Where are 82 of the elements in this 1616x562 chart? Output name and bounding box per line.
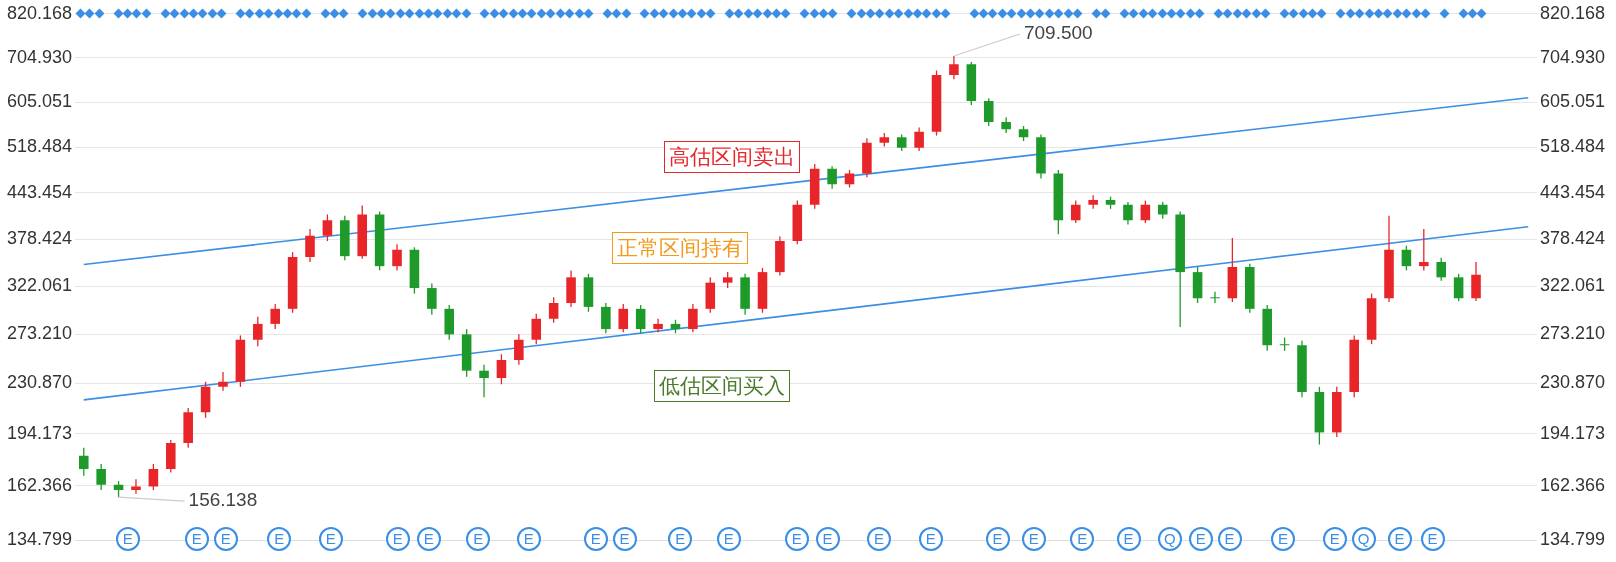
annotation: 高估区间卖出 — [664, 141, 800, 173]
annotation: E — [985, 527, 1010, 551]
y-tick-label: 443.454 — [6, 181, 73, 202]
y-tick-label: 162.366 — [6, 474, 73, 495]
text: 162.366 — [1539, 474, 1606, 495]
candlestick — [1349, 334, 1359, 398]
candlestick — [1070, 199, 1081, 224]
candlestick — [1436, 257, 1446, 282]
text: 605.051 — [1539, 91, 1606, 112]
annotation: E — [918, 527, 943, 551]
annotation: E — [1322, 527, 1347, 551]
text: 820.168 — [1539, 2, 1606, 23]
text: 518.484 — [1539, 136, 1606, 157]
annotation: E — [815, 527, 840, 551]
candlestick — [357, 204, 367, 260]
annotation: E — [385, 527, 410, 551]
y-tick-label: 518.484 — [6, 136, 73, 157]
annotation: E — [583, 527, 608, 551]
annotation: Q — [1157, 527, 1182, 551]
text: 443.454 — [1539, 181, 1606, 202]
candlestick — [427, 282, 437, 316]
y-tick-label: 273.210 — [6, 323, 73, 344]
annotation: E — [213, 527, 238, 551]
annotation: E — [1217, 527, 1242, 551]
candlestick — [514, 333, 524, 366]
annotation: E — [668, 527, 693, 551]
candlestick — [270, 303, 280, 330]
y-tick-label: 605.051 — [6, 91, 73, 112]
candlestick — [1332, 386, 1342, 438]
annotation: E — [516, 527, 541, 551]
text: 273.210 — [1539, 323, 1606, 344]
annotation: E — [1420, 527, 1445, 551]
text: 704.930 — [1539, 46, 1606, 67]
annotation: E — [1021, 527, 1046, 551]
y-tick-label: 230.870 — [6, 372, 73, 393]
annotation: E — [1070, 527, 1095, 551]
annotation: E — [612, 527, 637, 551]
annotation: 709.500 — [1023, 22, 1093, 44]
candlestick — [131, 478, 141, 495]
candlestick — [618, 303, 629, 333]
y-tick-label: 134.799 — [6, 528, 73, 549]
annotation: Q — [1351, 527, 1376, 551]
annotation: 156.138 — [188, 489, 258, 511]
y-tick-label: 194.173 — [6, 422, 73, 443]
annotation: E — [318, 527, 343, 551]
annotation: E — [716, 527, 741, 551]
candlestick — [340, 215, 350, 261]
candlestick — [705, 276, 716, 314]
annotation: E — [1116, 527, 1141, 551]
annotation: E — [184, 527, 209, 551]
candlestick — [183, 407, 193, 449]
candlestick — [1262, 304, 1272, 352]
annotation: E — [1188, 527, 1213, 551]
candlestick — [253, 316, 263, 347]
annotation: E — [115, 527, 140, 551]
candlestick — [166, 439, 176, 474]
annotation: E — [466, 527, 491, 551]
candlestick — [444, 304, 455, 341]
text: 322.061 — [1539, 275, 1606, 296]
annotation: E — [1387, 527, 1412, 551]
y-tick-label: 704.930 — [6, 46, 73, 67]
y-tick-label: 378.424 — [6, 228, 73, 249]
text: 378.424 — [1539, 228, 1606, 249]
text: 230.870 — [1539, 372, 1606, 393]
candlestick — [78, 447, 89, 477]
y-tick-label: 820.168 — [6, 2, 73, 23]
candlestick — [1175, 210, 1185, 328]
candlestick — [96, 463, 106, 491]
candlestick — [1245, 262, 1255, 314]
annotation: E — [1271, 527, 1296, 551]
candlestick — [1419, 228, 1429, 272]
annotation: 正常区间持有 — [612, 232, 748, 264]
candlestick — [531, 313, 542, 345]
text: 194.173 — [1539, 422, 1606, 443]
annotation: E — [416, 527, 441, 551]
annotation: E — [784, 527, 809, 551]
annotation: 低估区间买入 — [654, 370, 790, 402]
text: 134.799 — [1539, 528, 1606, 549]
annotation: E — [267, 527, 292, 551]
annotation: E — [867, 527, 892, 551]
candlestick — [983, 97, 994, 127]
y-tick-label: 322.061 — [6, 275, 73, 296]
